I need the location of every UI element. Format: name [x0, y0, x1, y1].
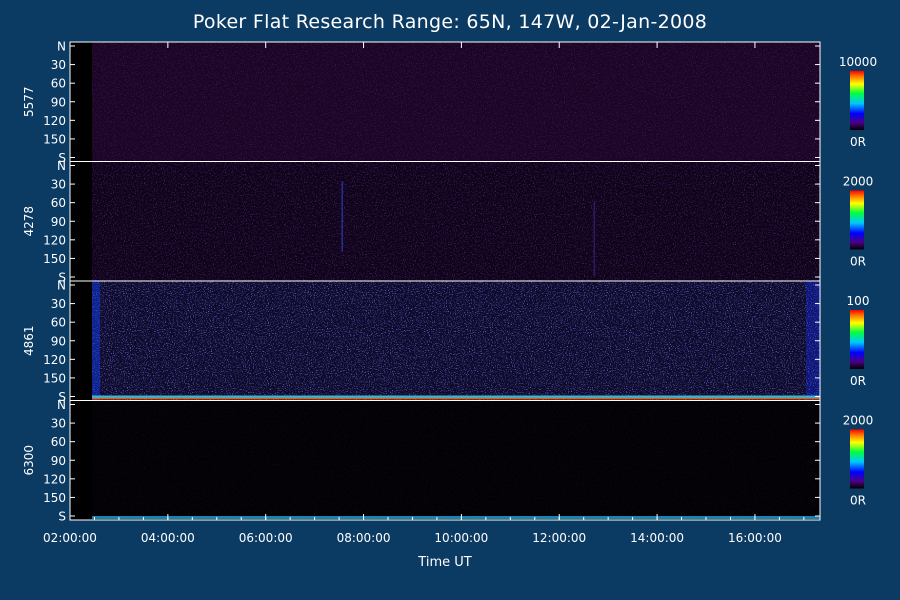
- colorbar-max-label: 2000: [843, 414, 874, 428]
- emission-streak: [341, 181, 344, 252]
- colorbar-min-label: 0R: [850, 135, 866, 149]
- panel-label: 6300: [22, 445, 36, 476]
- y-tick-label: 90: [51, 95, 66, 109]
- emission-band: [92, 516, 821, 519]
- y-tick-label: 90: [51, 334, 66, 348]
- y-tick-label: 90: [51, 454, 66, 468]
- panel-6300: N 30 60 90 120 150 S 6300 2000 0R: [22, 398, 873, 524]
- y-tick-label: 120: [43, 233, 66, 247]
- y-tick-label: 30: [51, 417, 66, 431]
- panel-label: 4278: [22, 206, 36, 237]
- emission-edge: [92, 281, 101, 401]
- x-tick-label: 08:00:00: [337, 531, 391, 545]
- colorbar-max-label: 100: [847, 294, 870, 308]
- y-tick-label: N: [57, 40, 66, 54]
- y-tick-label: 150: [43, 132, 66, 146]
- colorbar-min-label: 0R: [850, 374, 866, 388]
- y-tick-label: 120: [43, 353, 66, 367]
- colorbar-min-label: 0R: [850, 255, 866, 269]
- colorbar: [850, 71, 864, 130]
- emission-noise: [92, 400, 821, 520]
- y-tick-label: 150: [43, 371, 66, 385]
- emission-edge: [806, 281, 820, 401]
- y-tick-label: 60: [51, 196, 66, 210]
- panel-label: 4861: [22, 325, 36, 356]
- y-tick-label: N: [57, 398, 66, 412]
- panel-4861: N 30 60 90 120 150 S 4861 100 0R: [22, 279, 869, 405]
- colorbar: [850, 190, 864, 250]
- panel-label: 5577: [22, 86, 36, 117]
- y-tick-label: 30: [51, 297, 66, 311]
- y-tick-label: 90: [51, 215, 66, 229]
- colorbar: [850, 429, 864, 489]
- x-tick-label: 04:00:00: [141, 531, 195, 545]
- emission-noise: [92, 161, 821, 281]
- x-tick-label: 14:00:00: [630, 531, 684, 545]
- emission-streak: [593, 201, 595, 277]
- y-tick-label: 120: [43, 114, 66, 128]
- colorbar-max-label: 2000: [843, 175, 874, 189]
- y-tick-label: S: [58, 390, 66, 404]
- chart-title: Poker Flat Research Range: 65N, 147W, 02…: [192, 11, 708, 33]
- y-tick-label: 120: [43, 472, 66, 486]
- y-tick-label: 60: [51, 316, 66, 330]
- x-tick-label: 10:00:00: [434, 531, 488, 545]
- y-tick-label: 150: [43, 252, 66, 266]
- x-tick-label: 06:00:00: [239, 531, 293, 545]
- emission-band: [92, 395, 821, 399]
- y-tick-label: 30: [51, 178, 66, 192]
- x-tick-label: 12:00:00: [532, 531, 586, 545]
- emission-noise: [92, 42, 821, 162]
- y-tick-label: N: [57, 159, 66, 173]
- y-tick-label: 60: [51, 435, 66, 449]
- x-axis-label: Time UT: [418, 555, 472, 570]
- emission-band: [92, 397, 821, 400]
- y-tick-label: 60: [51, 77, 66, 91]
- y-tick-label: 30: [51, 58, 66, 72]
- colorbar-max-label: 10000: [839, 55, 877, 69]
- y-tick-label: S: [58, 510, 66, 524]
- x-tick-label: 02:00:00: [43, 531, 97, 545]
- y-tick-label: S: [58, 151, 66, 165]
- x-tick-label: 16:00:00: [728, 531, 782, 545]
- y-tick-label: 150: [43, 491, 66, 505]
- panel-5577: N 30 60 90 120 150 S 5577 10000 0R: [22, 40, 877, 166]
- emission-noise: [92, 281, 821, 401]
- colorbar-min-label: 0R: [850, 494, 866, 508]
- colorbar: [850, 310, 864, 369]
- panel-4278: N 30 60 90 120 150 S 4278 2000 0R: [22, 159, 873, 285]
- y-tick-label: N: [57, 279, 66, 293]
- y-tick-label: S: [58, 271, 66, 285]
